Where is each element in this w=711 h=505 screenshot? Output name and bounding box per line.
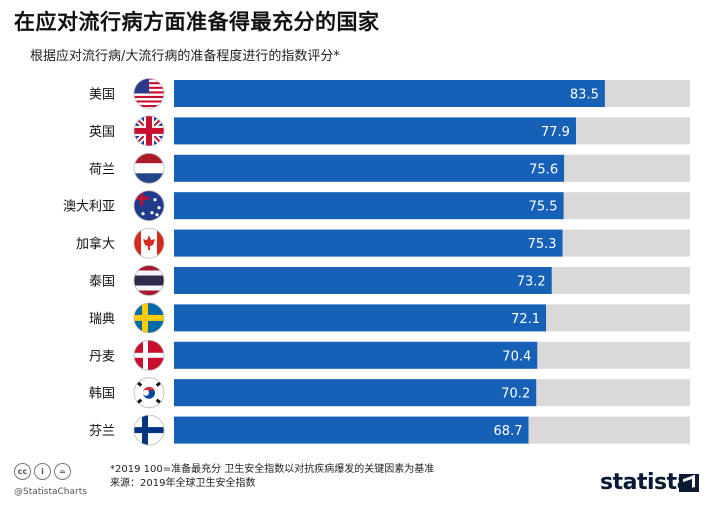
bar <box>174 267 552 294</box>
brand-mark-icon <box>679 474 699 492</box>
source-note: 来源：2019年全球卫生安全指数 <box>110 478 256 489</box>
category-label: 美国 <box>89 88 115 103</box>
bar-row: 荷兰 75.6 <box>89 152 690 184</box>
value-label: 73.2 <box>517 275 546 290</box>
bar-row: 韩国 70.2 <box>89 377 690 409</box>
bar <box>174 229 563 257</box>
social-handle: @StatistaCharts <box>14 487 87 497</box>
flag-outline <box>133 414 165 446</box>
value-label: 77.9 <box>541 125 570 140</box>
category-label: 芬兰 <box>89 424 115 439</box>
category-label: 韩国 <box>89 387 115 402</box>
thailand-flag-icon <box>134 265 164 296</box>
footer-notes: *2019 100=准备最充分 卫生安全指数以对抗疾病爆发的关键因素为基准 来源… <box>110 463 434 491</box>
australia-flag-icon <box>134 190 164 221</box>
us-flag-icon <box>134 78 164 109</box>
value-label: 70.4 <box>502 349 531 364</box>
brand-logo[interactable]: statista <box>600 470 691 495</box>
netherlands-flag-icon <box>134 153 164 184</box>
bar-row: 澳大利亚 75.5 <box>63 190 690 222</box>
category-label: 丹麦 <box>89 349 115 364</box>
chart-subtitle: 根据应对流行病/大流行病的准备程度进行的指数评分* <box>30 49 340 64</box>
value-label: 83.5 <box>570 88 599 103</box>
bar <box>174 154 565 182</box>
south-korea-flag-icon <box>134 377 164 408</box>
bar <box>174 192 564 220</box>
bar <box>174 341 538 369</box>
bar-row: 芬兰 68.7 <box>89 414 690 446</box>
bar-row: 泰国 73.2 <box>89 265 690 296</box>
value-label: 68.7 <box>494 424 523 439</box>
category-label: 泰国 <box>89 275 115 290</box>
uk-flag-icon <box>134 115 164 146</box>
flag-outline <box>133 377 165 409</box>
no-derivatives-icon: = <box>54 463 71 480</box>
flag-outline <box>133 78 165 109</box>
flag-outline <box>133 302 165 334</box>
bar-row: 丹麦 70.4 <box>89 339 690 371</box>
flag-outline <box>133 190 165 222</box>
chart-title: 在应对流行病方面准备得最充分的国家 <box>14 10 380 34</box>
value-label: 70.2 <box>501 387 530 402</box>
cc-icon: cc <box>14 463 31 480</box>
canada-flag-icon <box>134 228 164 259</box>
category-label: 瑞典 <box>89 312 115 327</box>
category-label: 英国 <box>89 125 115 140</box>
value-label: 75.6 <box>529 162 558 177</box>
bar-row: 美国 83.5 <box>89 78 690 109</box>
bar <box>174 379 537 407</box>
flag-outline <box>133 115 165 147</box>
bar <box>174 416 529 444</box>
value-label: 75.5 <box>529 200 558 215</box>
bar-row: 瑞典 72.1 <box>89 302 690 334</box>
category-label: 澳大利亚 <box>63 199 115 215</box>
flag-outline <box>133 339 165 371</box>
sweden-flag-icon <box>134 302 164 333</box>
footnote: *2019 100=准备最充分 卫生安全指数以对抗疾病爆发的关键因素为基准 <box>110 464 435 475</box>
category-label: 荷兰 <box>89 162 115 177</box>
bar-chart: 美国 83.5 英国 77.9 荷兰 75.6 澳大利亚 75.5 加拿大 75.3 泰国 73.2 瑞… <box>63 78 690 446</box>
value-label: 75.3 <box>528 237 557 252</box>
flag-outline <box>133 152 165 184</box>
flag-outline <box>133 227 165 259</box>
license-icons: cc i = <box>14 463 71 480</box>
bar <box>174 80 605 107</box>
attribution-icon: i <box>34 463 51 480</box>
bar-row: 英国 77.9 <box>89 115 690 147</box>
finland-flag-icon <box>134 415 164 446</box>
flag-outline <box>133 265 165 296</box>
denmark-flag-icon <box>134 340 164 371</box>
value-label: 72.1 <box>511 312 540 327</box>
category-label: 加拿大 <box>76 236 115 252</box>
bar <box>174 117 576 145</box>
bar <box>174 304 547 332</box>
bar-row: 加拿大 75.3 <box>76 227 690 259</box>
